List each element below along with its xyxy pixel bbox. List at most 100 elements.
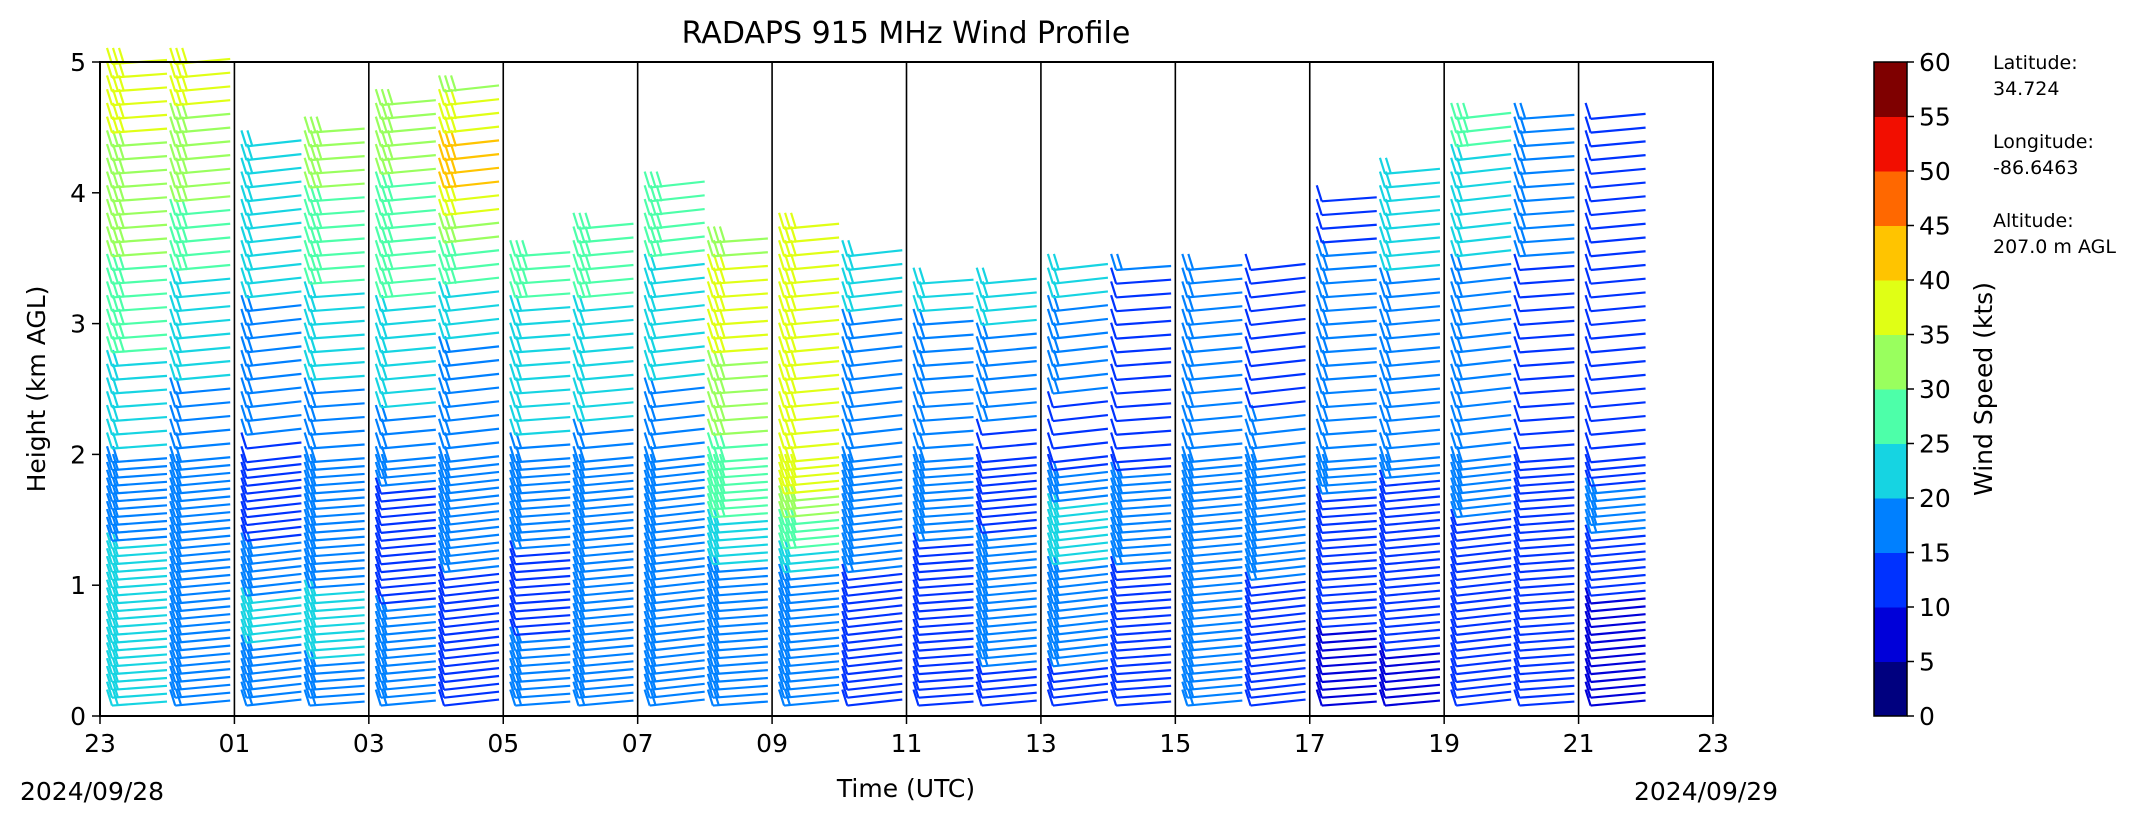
x-tick-label: 15 (1159, 729, 1191, 758)
barb-shaft (847, 494, 903, 503)
barb-flag (1181, 555, 1189, 573)
barb-flag (706, 524, 714, 542)
barb-shaft (515, 388, 571, 395)
barb-flag (655, 239, 663, 257)
wind-barb (975, 461, 1037, 480)
barb-flag (1181, 390, 1189, 408)
barb-flag (1378, 390, 1387, 408)
barb-shaft (1116, 402, 1172, 409)
barb-shaft (1456, 372, 1512, 381)
barb-shaft (712, 251, 768, 258)
barb-shaft (1321, 415, 1377, 423)
barb-flag (437, 171, 446, 188)
barb-flag (1378, 579, 1387, 596)
barb-shaft (1250, 441, 1306, 450)
barb-shaft (246, 290, 302, 299)
barb-flag (1244, 432, 1252, 449)
barb-flag (1244, 524, 1252, 542)
barb-flag (1378, 547, 1387, 565)
barb-flag (1450, 681, 1458, 699)
barb-shaft (175, 140, 231, 148)
barb-flag (1584, 485, 1592, 502)
barb-shaft (1052, 290, 1109, 299)
barb-flag (105, 212, 114, 230)
wind-barb (374, 579, 436, 597)
barb-shaft (649, 510, 705, 519)
barb-shaft (1116, 374, 1172, 381)
barb-flag (912, 432, 920, 449)
barb-shaft (309, 559, 365, 566)
barb-shaft (981, 479, 1037, 487)
barb-flag (1450, 642, 1458, 659)
wind-barb (1378, 516, 1441, 534)
barb-shaft (1187, 305, 1243, 313)
barb-shaft (712, 374, 768, 381)
barb-shaft (649, 413, 705, 423)
barb-shaft (918, 614, 974, 621)
barb-flag (169, 649, 177, 667)
barb-flag (240, 649, 248, 667)
barb-flag (1181, 665, 1189, 683)
barb-flag (778, 322, 786, 339)
barb-shaft (1250, 386, 1306, 395)
barb-shaft (443, 207, 500, 217)
barb-flag (1181, 253, 1189, 271)
barb-shaft (1456, 502, 1512, 511)
barb-shaft (1456, 235, 1512, 244)
barb-shaft (783, 511, 840, 519)
wind-barb (572, 212, 634, 230)
barb-flag (1513, 102, 1521, 120)
barb-flag (437, 493, 446, 510)
barb-flag (1450, 102, 1458, 120)
barb-shaft (1384, 511, 1441, 519)
barb-flag (572, 404, 580, 422)
barb-flag (841, 477, 849, 494)
barb-shaft (175, 605, 231, 613)
barb-flag (643, 516, 651, 534)
barb-flag (1110, 349, 1118, 367)
barb-flag (240, 226, 248, 243)
barb-flag (437, 281, 446, 298)
barb-flag (169, 485, 177, 502)
barb-flag (1315, 571, 1323, 589)
barb-flag (841, 453, 849, 471)
barb-flag (912, 532, 920, 549)
wind-barb (1584, 226, 1646, 244)
barb-flag (1181, 571, 1189, 589)
barb-shaft (1456, 549, 1512, 558)
barb-shaft (649, 502, 705, 511)
barb-shaft (1456, 580, 1512, 589)
barb-shaft (246, 698, 302, 707)
barb-shaft (578, 495, 634, 503)
wind-barb (1450, 673, 1512, 691)
barb-shaft (515, 543, 571, 550)
wind-barb (1315, 493, 1377, 511)
barb-flag (706, 469, 714, 487)
barb-flag (105, 143, 114, 161)
barb-flag (1450, 322, 1458, 339)
barb-shaft (175, 154, 231, 162)
barb-flag (509, 681, 517, 699)
wind-barb (1046, 418, 1109, 436)
barb-flag (572, 657, 580, 675)
barb-flag (240, 602, 248, 620)
barb-shaft (981, 495, 1037, 503)
barb-shaft (1187, 573, 1243, 582)
barb-flag (975, 485, 983, 502)
barb-flag (1378, 308, 1387, 326)
barb-flag (1378, 157, 1387, 175)
barb-flag (1378, 267, 1387, 285)
barb-flag (437, 75, 446, 92)
barb-shaft (712, 598, 768, 605)
wind-barb (1110, 336, 1172, 354)
barb-shaft (1321, 278, 1377, 285)
barb-shaft (918, 519, 974, 527)
barb-shaft (1456, 276, 1512, 285)
barb-shaft (380, 208, 436, 217)
barb-shaft (380, 140, 436, 148)
barb-shaft (309, 415, 365, 423)
wind-barb (841, 563, 903, 582)
barb-shaft (1456, 166, 1512, 175)
barb-flag (706, 547, 714, 565)
barb-flag (1378, 642, 1387, 659)
